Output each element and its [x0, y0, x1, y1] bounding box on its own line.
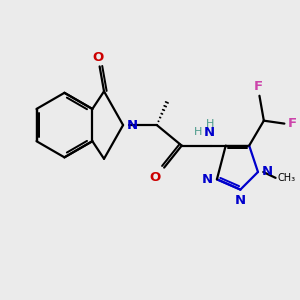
- Text: N: N: [202, 173, 213, 186]
- Text: O: O: [92, 51, 104, 64]
- Text: F: F: [254, 80, 262, 93]
- Text: H: H: [206, 119, 214, 130]
- Text: N: N: [204, 126, 215, 139]
- Text: N: N: [235, 194, 246, 207]
- Text: F: F: [287, 117, 296, 130]
- Text: CH₃: CH₃: [278, 173, 296, 183]
- Text: N: N: [262, 166, 273, 178]
- Text: O: O: [149, 170, 161, 184]
- Text: N: N: [127, 118, 138, 132]
- Text: H: H: [194, 128, 202, 137]
